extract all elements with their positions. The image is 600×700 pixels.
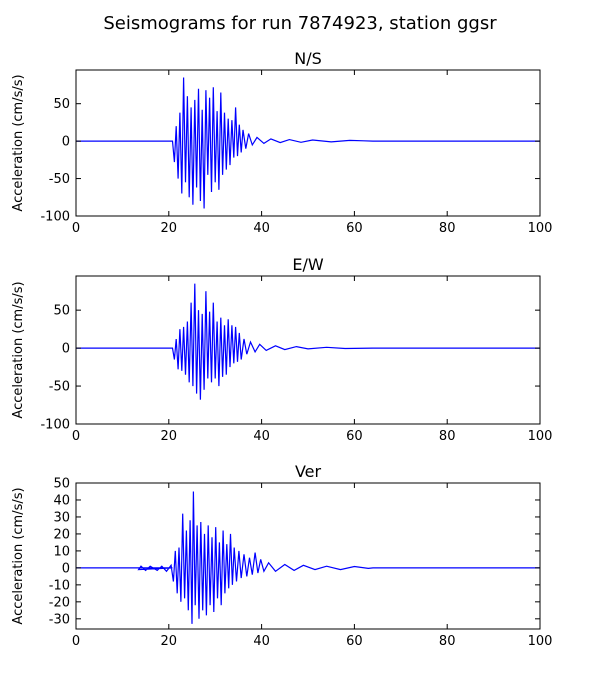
y-tick-label: 0 <box>62 135 70 150</box>
y-axis-label: Acceleration (cm/s/s) <box>11 487 26 624</box>
x-tick-label: 40 <box>253 429 270 444</box>
x-tick-label: 100 <box>528 429 553 444</box>
x-tick-label: 100 <box>528 221 553 236</box>
x-tick-label: 60 <box>346 221 363 236</box>
panel-1: 0 20 40 60 80 100 -100 -50 0 50 N/S Acceleration (c… <box>11 49 552 236</box>
y-tick-label: 20 <box>53 527 70 542</box>
x-tick-label: 20 <box>161 429 178 444</box>
y-tick-label: -50 <box>49 380 70 395</box>
x-tick-label: 60 <box>346 429 363 444</box>
y-tick-label: -10 <box>49 578 70 593</box>
x-tick-label: 80 <box>439 634 456 649</box>
x-tick-label: 20 <box>161 634 178 649</box>
series-line <box>76 283 540 400</box>
y-tick-label: -100 <box>40 210 70 225</box>
axes-frame <box>75 69 541 217</box>
x-tick-label: 0 <box>72 429 80 444</box>
x-tick-label: 0 <box>72 221 80 236</box>
x-tick-label: 40 <box>253 221 270 236</box>
panel-title: Ver <box>295 462 322 481</box>
x-tick-label: 0 <box>72 634 80 649</box>
y-tick-label: 40 <box>53 493 70 508</box>
x-tick-label: 40 <box>253 634 270 649</box>
x-tick-label: 80 <box>439 429 456 444</box>
y-tick-label: 0 <box>62 342 70 357</box>
x-tick-label: 80 <box>439 221 456 236</box>
y-tick-label: 0 <box>62 561 70 576</box>
y-tick-label: -30 <box>49 612 70 627</box>
figure-title: Seismograms for run 7874923, station ggs… <box>103 13 497 34</box>
series-line <box>76 77 540 209</box>
y-tick-label: 50 <box>53 477 70 492</box>
y-tick-label: 50 <box>53 97 70 112</box>
x-tick-label: 20 <box>161 221 178 236</box>
panel-2: 0 20 40 60 80 100 -100 -50 0 50 E/W Acceleration (c… <box>11 255 552 444</box>
y-tick-label: 10 <box>53 544 70 559</box>
panel-title: N/S <box>294 49 322 68</box>
y-tick-label: -100 <box>40 418 70 433</box>
y-axis-label: Acceleration (cm/s/s) <box>11 281 26 418</box>
axes-frame <box>75 482 541 630</box>
panel-3: 0 20 40 60 80 100-30-20-1001020304050VerAccel… <box>11 462 552 649</box>
y-tick-label: 50 <box>53 304 70 319</box>
y-tick-label: -20 <box>49 595 70 610</box>
axes-frame <box>75 275 541 425</box>
x-tick-label: 60 <box>346 634 363 649</box>
y-tick-label: -50 <box>49 172 70 187</box>
y-axis-label: Acceleration (cm/s/s) <box>11 74 26 211</box>
x-tick-label: 100 <box>528 634 553 649</box>
panel-title: E/W <box>292 255 324 274</box>
y-tick-label: 30 <box>53 510 70 525</box>
series-line <box>76 491 540 624</box>
